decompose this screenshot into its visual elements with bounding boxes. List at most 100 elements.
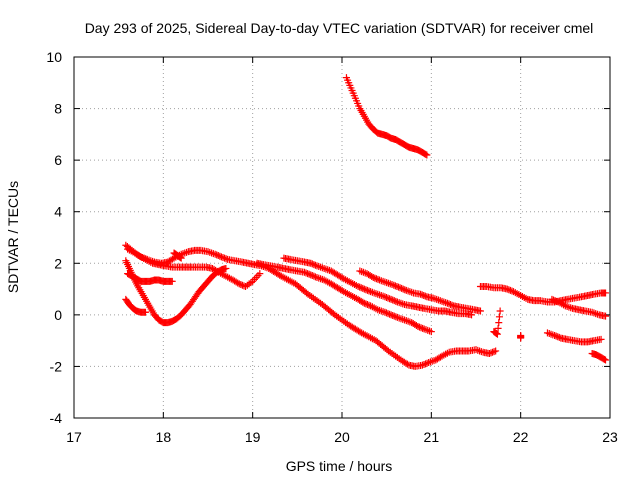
data-point [387,295,395,303]
series-track-e [124,245,500,370]
series-track-g [280,254,476,319]
data-point [311,273,319,281]
data-point [304,270,312,278]
data-point [368,273,376,281]
data-point [387,311,395,319]
data-point [602,289,610,297]
series-track-l [543,329,605,346]
data-point [495,313,503,321]
data-point [493,330,501,338]
data-point [420,360,428,368]
series-track-f [253,259,435,336]
data-point [389,296,397,304]
data-point [384,310,392,318]
data-point [506,286,514,294]
y-tick-label: 10 [46,49,62,65]
data-point [421,292,429,300]
data-point [391,282,399,290]
data-point [419,324,427,332]
data-point [363,286,371,294]
data-point [234,279,242,287]
data-point [443,299,451,307]
series-track-c [124,270,176,285]
data-point [140,254,148,262]
data-point [418,291,426,299]
data-point [494,324,502,332]
data-point [392,297,400,305]
data-point [390,312,398,320]
data-point [551,331,559,339]
data-point [427,328,435,336]
data-point [489,348,497,356]
data-point [219,253,227,261]
x-tick-label: 23 [602,429,618,445]
plot-frame [73,56,611,419]
data-point [211,250,219,258]
data-point [386,310,394,318]
data-point [240,282,248,290]
data-point [548,295,556,303]
tick-labels: 17 18 19 20 21 22 23 -4 -2 0 2 4 6 8 10 [46,49,618,445]
grid [74,57,610,418]
data-point [362,286,370,294]
y-tick-label: 0 [54,307,62,323]
series-track-h [356,267,484,315]
data-point [222,255,230,263]
data-points [122,74,610,370]
data-point [549,296,557,304]
data-point [485,350,493,358]
data-point [365,287,373,295]
data-point [417,324,425,332]
data-point [597,335,605,343]
data-point [359,298,367,306]
y-tick-label: 8 [54,101,62,117]
series-track-n [490,307,525,342]
data-point [508,287,516,295]
data-point [401,286,409,294]
data-point [256,270,264,278]
data-point [468,311,476,319]
data-point [412,321,420,329]
data-point [363,301,371,309]
data-point [135,252,143,260]
data-point [602,312,610,320]
data-point [420,292,428,300]
data-point [311,261,319,269]
data-point [360,299,368,307]
data-point [503,285,511,293]
data-point [386,295,394,303]
data-point [168,277,176,285]
data-point [600,355,608,363]
data-point [422,150,430,158]
data-point [221,254,229,262]
data-point [414,322,422,330]
data-point [493,330,501,338]
x-tick-label: 21 [424,429,440,445]
data-point [374,275,382,283]
data-point [418,361,426,369]
data-point [216,252,224,260]
x-tick-label: 19 [245,429,261,445]
data-point [213,251,221,259]
data-point [495,319,503,327]
data-point [423,151,431,159]
y-tick-label: -2 [50,358,63,374]
y-tick-label: 2 [54,255,62,271]
data-point [222,264,230,272]
data-point [365,301,373,309]
y-axis-label: SDTVAR / TECUs [5,181,21,293]
x-tick-label: 17 [66,429,82,445]
data-point [142,255,150,263]
data-point [214,252,222,260]
x-axis-label: GPS time / hours [286,458,393,474]
data-point [476,347,484,355]
data-point [448,301,456,309]
x-tick-label: 22 [513,429,529,445]
data-point [552,332,560,340]
series-track-a [122,295,149,316]
data-point [235,280,243,288]
data-point [399,285,407,293]
data-point [381,308,389,316]
y-tick-label: 6 [54,152,62,168]
